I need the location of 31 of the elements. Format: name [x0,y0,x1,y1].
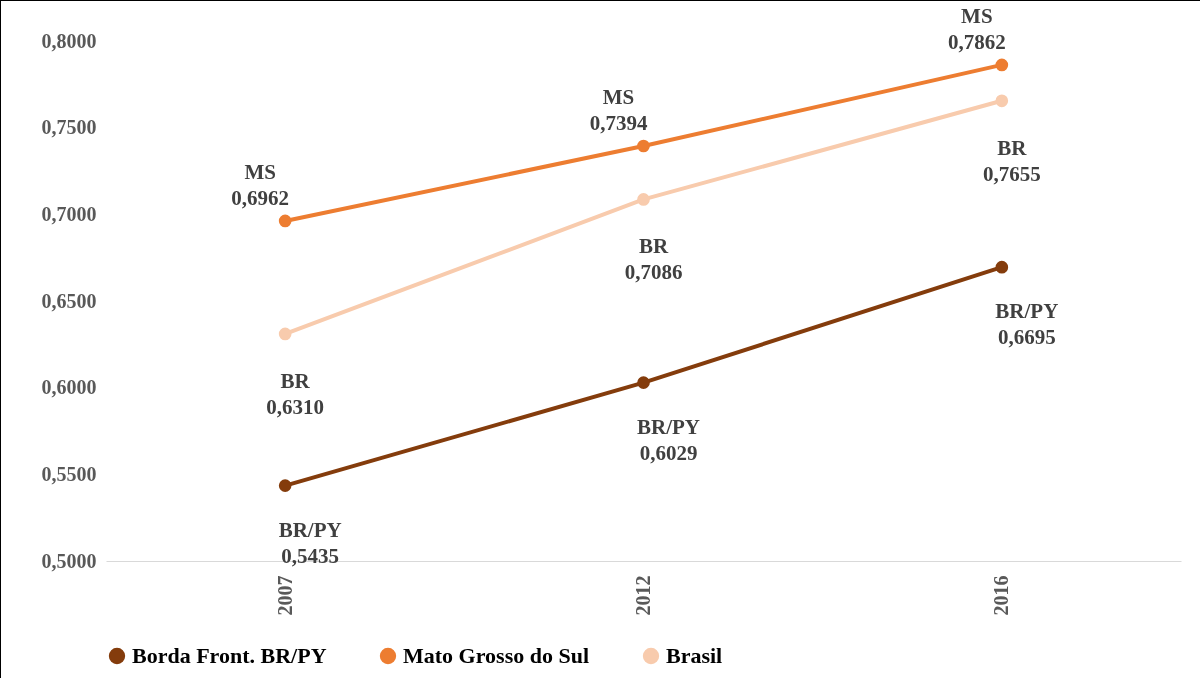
y-tick-label: 0,5500 [41,462,97,485]
point [278,214,292,228]
x-tick-label: 2016 [990,575,1013,616]
point [995,260,1009,274]
data-label: BR 0,7655 [982,135,1041,186]
data-label: MS 0,7862 [947,3,1006,54]
data-label: BR/PY 0,5435 [278,517,342,568]
data-label: BR 0,7086 [624,234,683,285]
data-label: BR/PY 0,6695 [995,299,1059,350]
point [995,58,1009,72]
x-tick-label: 2007 [273,575,296,616]
point [637,139,650,153]
point [278,327,292,341]
legend-label: Mato Grosso do Sul [403,643,590,668]
y-tick-label: 0,7000 [41,202,97,225]
y-tick-label: 0,7500 [41,116,97,139]
y-tick-label: 0,6000 [41,376,97,399]
point [995,94,1009,108]
data-label: MS 0,6962 [231,159,290,210]
data-label: BR/PY 0,6029 [637,414,700,465]
data-label: MS 0,7394 [589,85,648,136]
point [278,479,292,492]
y-tick-label: 0,8000 [41,29,97,52]
point [637,193,650,206]
x-tick-label: 2012 [632,575,654,616]
legend-label: Brasil [666,643,723,668]
y-tick-label: 0,6500 [41,289,97,312]
legend-label: Borda Front. BR/PY [132,643,327,668]
point [637,376,650,389]
y-tick-label: 0,5000 [41,549,97,572]
data-label: BR 0,6310 [266,368,325,419]
